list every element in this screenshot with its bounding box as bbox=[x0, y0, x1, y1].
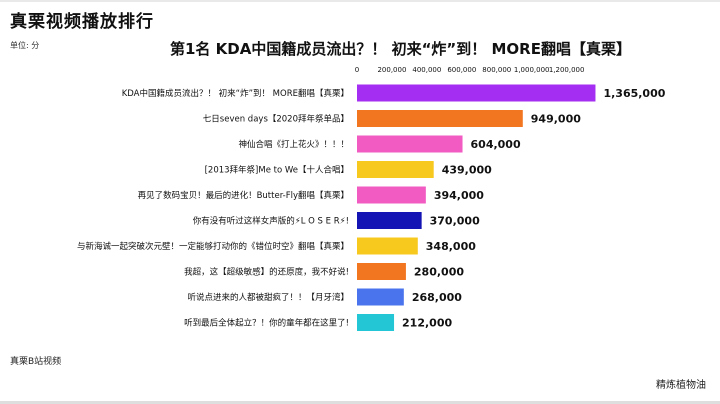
x-tick-label: 400,000 bbox=[412, 66, 441, 74]
category-label: 再见了数码宝贝！最后的进化！Butter-Fly翻唱【真栗】 bbox=[138, 190, 349, 201]
bottom-frame-bar bbox=[0, 401, 720, 404]
x-axis-ticks: 0 200,000 400,000 600,000 800,000 1,000,000 1,… bbox=[355, 66, 585, 74]
x-tick-label: 0 bbox=[355, 66, 359, 74]
top-frame-bar bbox=[0, 0, 720, 2]
value-label: 268,000 bbox=[412, 291, 462, 304]
value-label: 370,000 bbox=[430, 215, 480, 228]
bar bbox=[357, 110, 523, 127]
bar bbox=[357, 161, 434, 178]
bar bbox=[357, 314, 395, 331]
x-tick-label: 1,200,000 bbox=[549, 66, 585, 74]
value-label: 604,000 bbox=[471, 138, 521, 151]
bar bbox=[357, 237, 418, 255]
category-label: 我超，这【超级敏感】的还原度，我不好说! bbox=[184, 267, 349, 278]
bar bbox=[357, 84, 596, 102]
x-tick-label: 1,000,000 bbox=[514, 66, 550, 74]
x-tick-label: 800,000 bbox=[482, 66, 511, 74]
bars-group: KDA中国籍成员流出？！ 初来“炸”到！ MORE翻唱【真栗】 1,365,000… bbox=[77, 84, 666, 331]
bar bbox=[357, 212, 422, 229]
category-label: 听说点进来的人都被甜疯了！！【月牙湾】 bbox=[187, 292, 349, 303]
source-label: 真栗B站视频 bbox=[10, 357, 62, 367]
category-label: 你有没有听过这样女声版的⚡L O S E R⚡! bbox=[193, 216, 349, 227]
x-tick-label: 600,000 bbox=[447, 66, 476, 74]
value-label: 212,000 bbox=[402, 317, 452, 330]
value-label: 949,000 bbox=[531, 113, 581, 126]
bar bbox=[357, 186, 426, 204]
category-label: KDA中国籍成员流出？！ 初来“炸”到！ MORE翻唱【真栗】 bbox=[122, 88, 349, 99]
page-title: 真栗视频播放排行 bbox=[10, 12, 154, 32]
value-label: 394,000 bbox=[434, 189, 484, 202]
value-label: 1,365,000 bbox=[603, 87, 665, 100]
category-label: 听到最后全体起立？！你的童年都在这里了! bbox=[184, 318, 349, 329]
value-label: 439,000 bbox=[442, 164, 492, 177]
unit-label: 单位: 分 bbox=[10, 41, 40, 50]
chart-subtitle: 第1名 KDA中国籍成员流出？！ 初来“炸”到！ MORE翻唱【真栗】 bbox=[170, 40, 631, 58]
category-label: [2013拜年祭]Me to We【十人合唱】 bbox=[205, 165, 349, 176]
watermark: 精炼植物油 bbox=[656, 380, 706, 391]
value-label: 348,000 bbox=[426, 240, 476, 253]
bar bbox=[357, 288, 404, 306]
bar bbox=[357, 135, 463, 153]
value-label: 280,000 bbox=[414, 266, 464, 279]
bar bbox=[357, 263, 406, 280]
x-tick-label: 200,000 bbox=[377, 66, 406, 74]
category-label: 七日seven days【2020拜年祭单品】 bbox=[203, 114, 349, 125]
category-label: 神仙合唱《打上花火》！！！ bbox=[238, 139, 349, 150]
category-label: 与新海诚一起突破次元壁！一定能够打动你的《错位时空》翻唱【真栗】 bbox=[77, 241, 349, 252]
